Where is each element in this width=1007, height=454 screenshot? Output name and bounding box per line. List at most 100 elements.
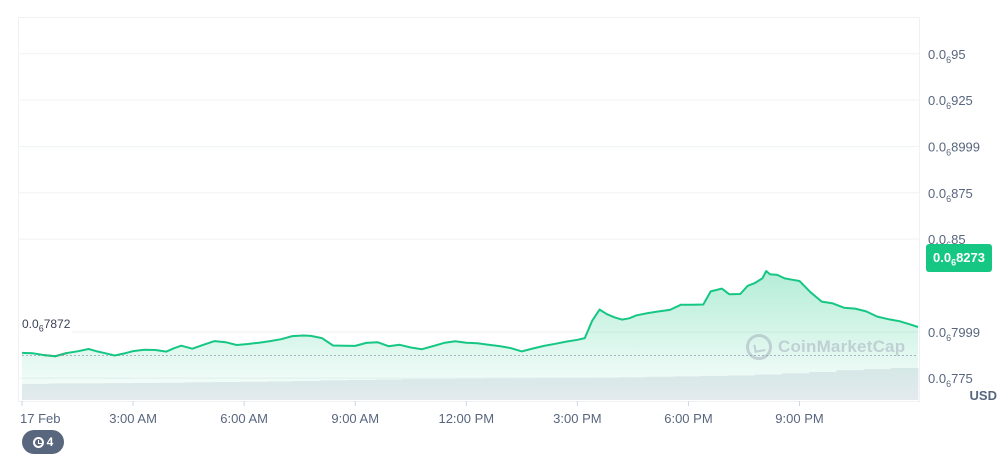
price-point bbox=[554, 343, 556, 345]
price-point bbox=[843, 306, 845, 308]
price-point bbox=[865, 310, 867, 312]
price-point bbox=[765, 270, 767, 272]
price-point bbox=[754, 282, 756, 284]
price-point bbox=[691, 304, 693, 306]
price-point bbox=[398, 344, 400, 346]
price-point bbox=[54, 355, 56, 357]
price-point bbox=[202, 344, 204, 346]
price-point bbox=[154, 349, 156, 351]
price-point bbox=[365, 342, 367, 344]
price-point bbox=[113, 354, 115, 356]
price-point bbox=[247, 343, 249, 345]
x-tick-label: 6:00 AM bbox=[220, 411, 268, 426]
price-point bbox=[465, 342, 467, 344]
price-point bbox=[791, 279, 793, 281]
price-point bbox=[410, 346, 412, 348]
y-tick-label: 0.067999 bbox=[928, 325, 980, 343]
price-point bbox=[498, 345, 500, 347]
price-point bbox=[213, 340, 215, 342]
price-point bbox=[746, 285, 748, 287]
x-axis-labels: 17 Feb 3:00 AM 6:00 AM 9:00 AM 12:00 PM 3:00 … bbox=[20, 401, 824, 426]
y-tick-label: 0.068999 bbox=[928, 140, 980, 158]
price-point bbox=[887, 318, 889, 320]
price-point bbox=[343, 344, 345, 346]
currency-unit-label: USD bbox=[969, 388, 997, 403]
price-point bbox=[809, 291, 811, 293]
price-point bbox=[132, 350, 134, 352]
price-point bbox=[635, 314, 637, 316]
price-point bbox=[124, 352, 126, 354]
x-tick-label: 12:00 PM bbox=[438, 411, 494, 426]
price-point bbox=[854, 307, 856, 309]
price-point bbox=[532, 347, 534, 349]
price-point bbox=[321, 337, 323, 339]
price-point bbox=[613, 316, 615, 318]
price-point bbox=[269, 340, 271, 342]
open-price-label: 0.067872 bbox=[20, 316, 73, 335]
y-tick-label: 0.0695 bbox=[928, 47, 966, 65]
price-point bbox=[798, 280, 800, 282]
price-point bbox=[606, 313, 608, 315]
coinmarketcap-watermark: CoinMarketCap bbox=[746, 334, 905, 360]
price-point bbox=[191, 347, 193, 349]
price-point bbox=[476, 342, 478, 344]
price-point bbox=[454, 340, 456, 342]
price-point bbox=[521, 350, 523, 352]
price-point bbox=[784, 277, 786, 279]
price-point bbox=[821, 300, 823, 302]
price-point bbox=[332, 344, 334, 346]
price-point bbox=[32, 352, 34, 354]
plot-frame bbox=[18, 17, 920, 402]
x-tick-label: 17 Feb bbox=[20, 411, 60, 426]
price-point bbox=[165, 350, 167, 352]
x-tick-label: 9:00 AM bbox=[331, 411, 379, 426]
x-tick-label: 6:00 PM bbox=[664, 411, 712, 426]
price-point bbox=[709, 290, 711, 292]
price-point bbox=[876, 315, 878, 317]
price-point bbox=[832, 302, 834, 304]
price-point bbox=[443, 342, 445, 344]
price-point bbox=[302, 334, 304, 336]
price-point bbox=[21, 352, 23, 354]
price-point bbox=[487, 344, 489, 346]
price-point bbox=[106, 352, 108, 354]
price-point bbox=[258, 342, 260, 344]
price-point bbox=[898, 320, 900, 322]
price-point bbox=[387, 345, 389, 347]
price-point bbox=[702, 303, 704, 305]
price-area-fill bbox=[22, 271, 918, 400]
price-point bbox=[576, 339, 578, 341]
history-clock-icon bbox=[32, 436, 44, 448]
price-point bbox=[565, 340, 567, 342]
watermark-text: CoinMarketCap bbox=[778, 337, 906, 356]
history-button[interactable]: 4 bbox=[22, 430, 64, 454]
price-point bbox=[680, 304, 682, 306]
price-point bbox=[95, 350, 97, 352]
y-tick-label: 0.06875 bbox=[928, 186, 973, 204]
price-line bbox=[21, 270, 919, 358]
price-point bbox=[310, 335, 312, 337]
price-point bbox=[721, 287, 723, 289]
price-point bbox=[761, 277, 763, 279]
y-axis-labels: 0.06950.069250.0689990.068750.06850.0679… bbox=[928, 47, 980, 389]
y-tick-label: 0.06775 bbox=[928, 371, 973, 389]
price-point bbox=[658, 310, 660, 312]
price-point bbox=[280, 338, 282, 340]
history-count: 4 bbox=[46, 435, 54, 449]
price-point bbox=[376, 341, 378, 343]
x-tick-label: 3:00 PM bbox=[553, 411, 601, 426]
price-point bbox=[236, 344, 238, 346]
y-tick-label: 0.06925 bbox=[928, 93, 973, 111]
price-point bbox=[543, 345, 545, 347]
current-price-badge: 0.068273 bbox=[926, 244, 992, 272]
price-point bbox=[776, 274, 778, 276]
price-point bbox=[43, 354, 45, 356]
price-point bbox=[65, 352, 67, 354]
price-point bbox=[224, 341, 226, 343]
x-tick-label: 3:00 AM bbox=[109, 411, 157, 426]
price-point bbox=[598, 308, 600, 310]
price-point bbox=[621, 318, 623, 320]
price-point bbox=[87, 348, 89, 350]
